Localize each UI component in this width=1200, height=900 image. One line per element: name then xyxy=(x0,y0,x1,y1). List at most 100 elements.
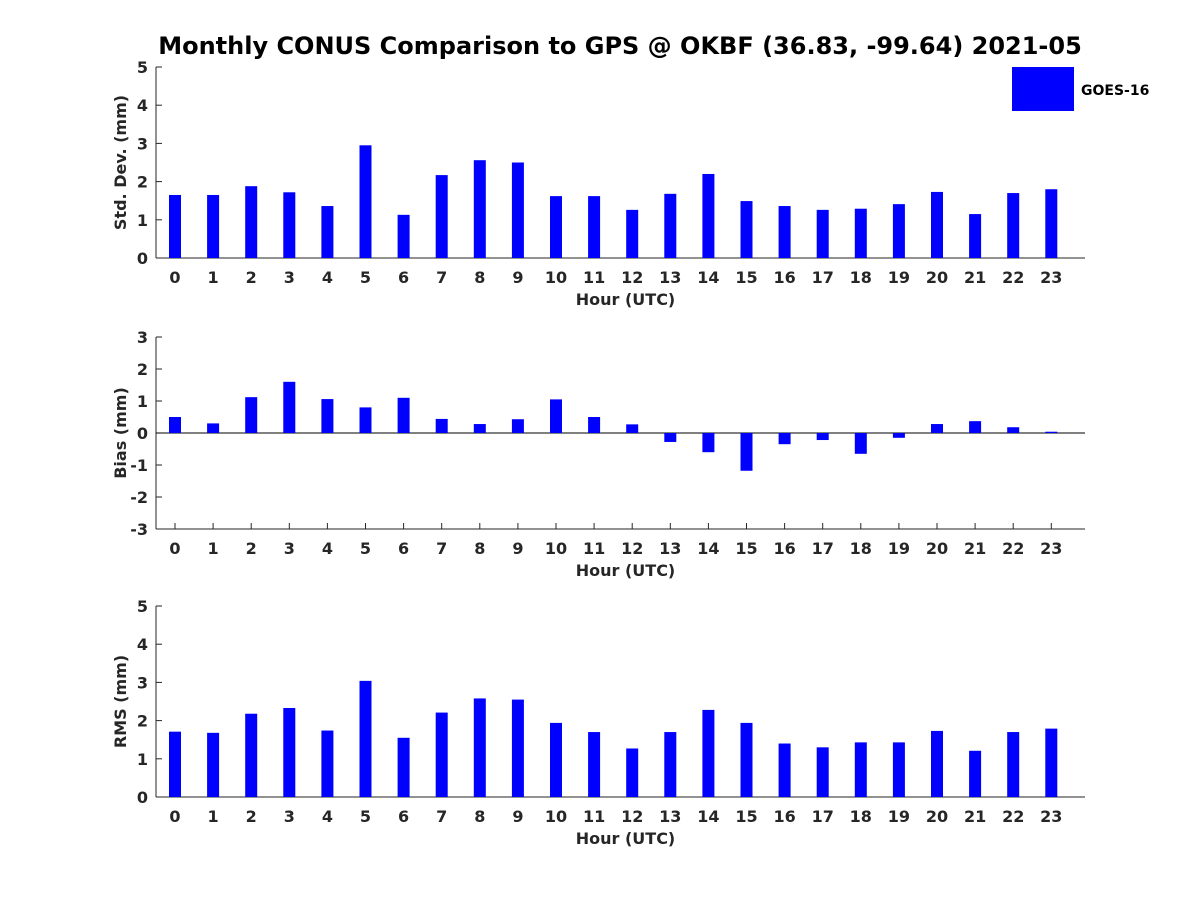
bar-hour-4 xyxy=(321,730,334,797)
x-tick-label: 13 xyxy=(659,539,681,558)
x-tick-label: 4 xyxy=(322,268,333,287)
bar-hour-3 xyxy=(283,192,296,258)
x-tick-label: 11 xyxy=(583,807,605,826)
x-tick-label: 8 xyxy=(474,807,485,826)
bar-hour-3 xyxy=(283,707,296,797)
x-tick-label: 22 xyxy=(1002,807,1024,826)
y-tick-label: 2 xyxy=(137,360,148,379)
y-tick-label: 2 xyxy=(137,712,148,731)
x-tick-label: 22 xyxy=(1002,268,1024,287)
x-tick-label: 4 xyxy=(322,807,333,826)
x-tick-label: 23 xyxy=(1040,539,1062,558)
x-tick-label: 19 xyxy=(888,268,910,287)
x-tick-label: 3 xyxy=(284,268,295,287)
x-tick-label: 15 xyxy=(735,268,757,287)
x-tick-label: 21 xyxy=(964,539,986,558)
x-tick-label: 10 xyxy=(545,268,567,287)
x-tick-label: 18 xyxy=(850,539,872,558)
x-tick-label: 12 xyxy=(621,268,643,287)
bar-hour-20 xyxy=(931,424,943,433)
y-tick-label: 1 xyxy=(137,750,148,769)
x-tick-label: 5 xyxy=(360,268,371,287)
x-tick-label: 14 xyxy=(697,268,719,287)
x-tick-label: 10 xyxy=(545,539,567,558)
bar-hour-21 xyxy=(969,421,982,433)
x-tick-label: 5 xyxy=(360,539,371,558)
bar-hour-12 xyxy=(626,424,639,433)
bar-hour-7 xyxy=(435,175,448,258)
bar-hour-13 xyxy=(664,732,677,797)
x-tick-label: 16 xyxy=(773,268,795,287)
bar-hour-17 xyxy=(816,209,829,258)
bar-hour-2 xyxy=(245,713,258,797)
x-tick-label: 0 xyxy=(169,807,180,826)
bar-hour-14 xyxy=(702,709,715,797)
bar-hour-5 xyxy=(359,407,372,433)
y-tick-label: -3 xyxy=(130,520,148,539)
y-tick-label: 1 xyxy=(137,211,148,230)
bar-hour-9 xyxy=(511,162,524,258)
bar-hour-6 xyxy=(397,737,410,797)
x-tick-label: 20 xyxy=(926,268,948,287)
x-tick-label: 1 xyxy=(208,539,219,558)
y-tick-label: -1 xyxy=(130,456,148,475)
x-tick-label: 22 xyxy=(1002,539,1024,558)
bar-hour-10 xyxy=(550,399,562,433)
x-tick-label: 12 xyxy=(621,539,643,558)
bar-hour-0 xyxy=(169,194,181,258)
x-tick-label: 15 xyxy=(735,807,757,826)
x-tick-label: 20 xyxy=(926,539,948,558)
x-axis-label: Hour (UTC) xyxy=(576,561,676,580)
bar-hour-18 xyxy=(854,208,867,258)
x-tick-label: 5 xyxy=(360,807,371,826)
bar-hour-22 xyxy=(1007,427,1020,433)
bar-hour-4 xyxy=(321,399,334,433)
y-tick-label: 2 xyxy=(137,173,148,192)
bar-hour-0 xyxy=(169,731,181,797)
bar-hour-23 xyxy=(1045,431,1058,433)
y-tick-label: 0 xyxy=(137,788,148,807)
bar-hour-5 xyxy=(359,680,372,797)
x-tick-label: 7 xyxy=(436,807,447,826)
y-tick-label: 5 xyxy=(137,58,148,77)
x-tick-label: 15 xyxy=(735,539,757,558)
x-tick-label: 16 xyxy=(773,807,795,826)
bar-hour-5 xyxy=(359,145,372,258)
x-tick-label: 17 xyxy=(812,268,834,287)
bar-hour-2 xyxy=(245,397,258,433)
x-tick-label: 7 xyxy=(436,539,447,558)
bar-hour-0 xyxy=(169,417,181,433)
bar-hour-4 xyxy=(321,206,334,258)
y-tick-label: -2 xyxy=(130,488,148,507)
bar-hour-9 xyxy=(511,699,524,797)
x-tick-label: 12 xyxy=(621,807,643,826)
x-tick-label: 13 xyxy=(659,268,681,287)
bar-hour-8 xyxy=(473,160,486,258)
x-axis-label: Hour (UTC) xyxy=(576,829,676,848)
x-tick-label: 21 xyxy=(964,268,986,287)
bar-hour-22 xyxy=(1007,193,1020,258)
bar-hour-2 xyxy=(245,186,258,258)
x-tick-label: 14 xyxy=(697,807,719,826)
y-tick-label: 4 xyxy=(137,635,148,654)
bar-hour-11 xyxy=(588,732,601,797)
chart-title: Monthly CONUS Comparison to GPS @ OKBF (… xyxy=(158,32,1082,60)
bar-hour-15 xyxy=(740,433,753,471)
y-tick-label: 0 xyxy=(137,249,148,268)
x-tick-label: 7 xyxy=(436,268,447,287)
x-tick-label: 21 xyxy=(964,807,986,826)
x-tick-label: 23 xyxy=(1040,268,1062,287)
x-tick-label: 9 xyxy=(512,268,523,287)
bar-hour-10 xyxy=(550,196,562,258)
x-tick-label: 19 xyxy=(888,539,910,558)
bar-hour-12 xyxy=(626,748,639,797)
x-axis-label: Hour (UTC) xyxy=(576,290,676,309)
bar-hour-22 xyxy=(1007,732,1020,797)
bar-hour-3 xyxy=(283,381,296,433)
x-tick-label: 6 xyxy=(398,539,409,558)
bar-hour-10 xyxy=(550,722,562,797)
x-tick-label: 17 xyxy=(812,807,834,826)
